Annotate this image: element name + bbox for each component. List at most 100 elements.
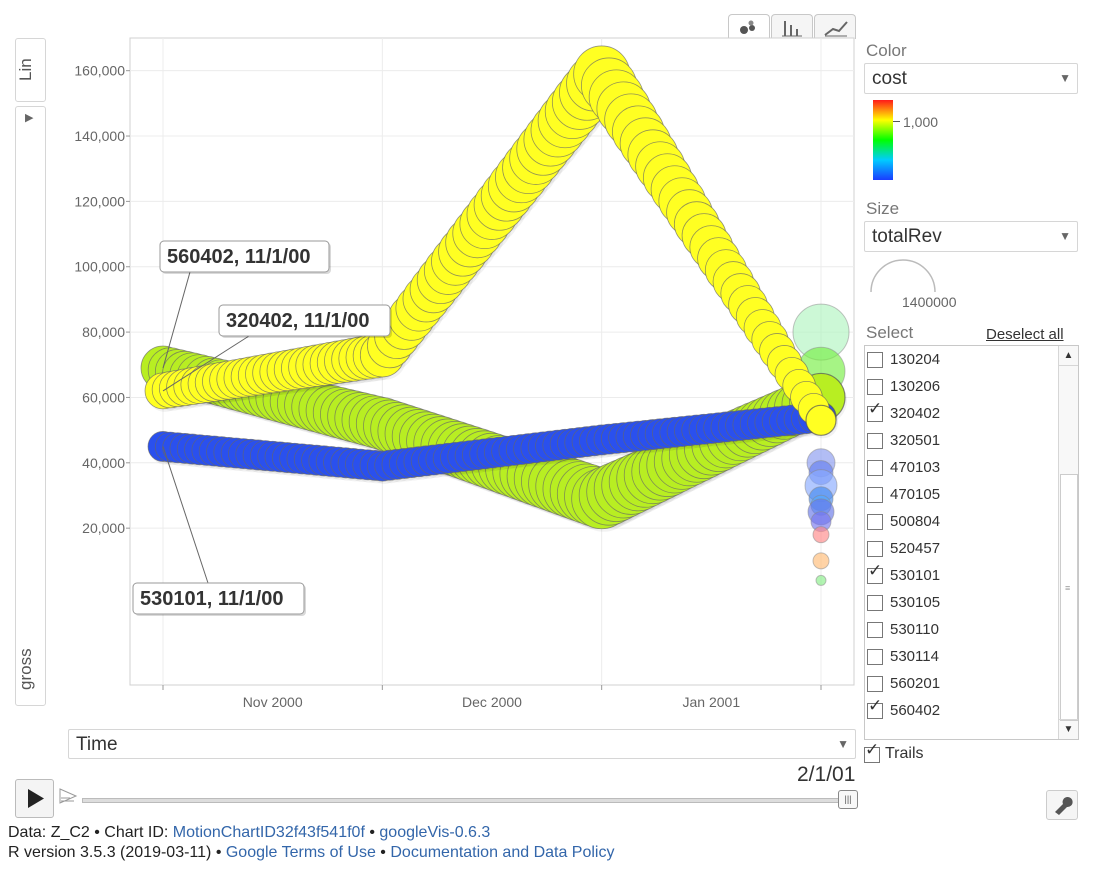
select-item-label: 530114	[890, 648, 939, 665]
select-item-label: 130206	[890, 378, 941, 395]
y-tick-label: 100,000	[74, 259, 125, 275]
size-dropdown[interactable]: totalRev ▼	[864, 221, 1078, 252]
select-item-label: 530105	[890, 594, 941, 611]
color-legend-value: 1,000	[903, 114, 939, 130]
color-dropdown-value: cost	[872, 68, 907, 89]
series-label-box[interactable]	[218, 304, 391, 337]
select-item-label: 530101	[890, 567, 941, 584]
select-item-560402[interactable]: ✓ 560402	[867, 696, 1057, 727]
select-checkbox[interactable]	[867, 514, 883, 530]
footer-separator: •	[364, 824, 380, 841]
select-item-label: 530110	[890, 621, 939, 638]
time-slider-track[interactable]	[82, 798, 854, 803]
y-axis-dropdown-arrow: ▶	[25, 112, 34, 124]
size-label: Size	[866, 199, 900, 218]
select-item-label: 560201	[890, 675, 941, 692]
select-list: 130204 130206 ✓ 320402 320501 470103 470105 500…	[864, 345, 1079, 740]
checkmark-icon: ✓	[868, 561, 883, 580]
select-checkbox[interactable]	[867, 352, 883, 368]
select-item-530101[interactable]: ✓ 530101	[867, 561, 1057, 592]
select-item-130204[interactable]: 130204	[867, 349, 1057, 376]
play-button[interactable]	[15, 779, 54, 818]
bubble-chart: 20,000 40,000 60,000 80,000 100,000 120,000 14…	[74, 37, 855, 710]
select-checkbox[interactable]	[867, 433, 883, 449]
time-slider-thumb[interactable]: |||	[838, 790, 858, 809]
data-policy-link[interactable]: Documentation and Data Policy	[390, 844, 615, 861]
bar-chart-tab[interactable]	[771, 14, 813, 39]
select-checkbox[interactable]	[867, 568, 883, 584]
label-leader-line	[162, 335, 250, 392]
series-label-text: 560402, 11/1/00	[167, 246, 310, 268]
bubble-chart-tab[interactable]	[728, 14, 770, 39]
size-dropdown-value: totalRev	[872, 226, 942, 247]
settings-button[interactable]	[1046, 790, 1078, 820]
trails-checkbox-box[interactable]	[864, 747, 880, 763]
select-checkbox[interactable]	[867, 379, 883, 395]
data-bubble[interactable]	[812, 552, 830, 570]
select-item-560201[interactable]: 560201	[867, 673, 1057, 700]
select-checkbox[interactable]	[867, 676, 883, 692]
scroll-up-icon[interactable]: ▲	[1059, 346, 1078, 366]
line-chart-icon	[824, 21, 848, 37]
select-item-470105[interactable]: 470105	[867, 484, 1057, 511]
y-tick-label: 160,000	[74, 63, 125, 79]
select-checkbox[interactable]	[867, 406, 883, 422]
data-bubble[interactable]	[815, 574, 827, 586]
select-checkbox[interactable]	[867, 622, 883, 638]
series-label-box[interactable]	[132, 582, 305, 615]
select-item-320402[interactable]: ✓ 320402	[867, 399, 1057, 430]
y-tick-label: 80,000	[82, 324, 125, 340]
scroll-down-icon[interactable]: ▼	[1059, 719, 1078, 739]
x-axis-dropdown[interactable]: Time ▼	[68, 729, 856, 759]
select-item-530114[interactable]: 530114	[867, 646, 1057, 673]
select-item-500804[interactable]: 500804	[867, 511, 1057, 538]
scroll-thumb[interactable]: ≡	[1060, 474, 1078, 721]
select-item-530105[interactable]: 530105	[867, 592, 1057, 619]
speed-control[interactable]	[58, 786, 80, 806]
chevron-down-icon: ▼	[1059, 229, 1071, 243]
trails-checkbox[interactable]: ✓ Trails	[864, 740, 964, 764]
footer-data-info: Data: Z_C2 • Chart ID:	[8, 824, 173, 841]
y-tick-label: 20,000	[82, 520, 125, 536]
data-bubble[interactable]	[812, 526, 830, 544]
deselect-all-link[interactable]: Deselect all	[986, 326, 1064, 343]
label-leader-line	[162, 271, 191, 369]
checkmark-icon: ✓	[868, 696, 883, 715]
chevron-down-icon: ▼	[1059, 71, 1071, 85]
select-scrollbar[interactable]: ▲ ≡ ▼	[1058, 346, 1078, 739]
label-leader-line	[162, 446, 209, 584]
select-item-label: 320501	[890, 432, 941, 449]
size-legend-arc	[870, 259, 936, 293]
series-label-box[interactable]	[159, 240, 330, 273]
y-scale-dropdown[interactable]: Lin	[15, 38, 46, 102]
chart-id-link[interactable]: MotionChartID32f43f541f0f	[172, 824, 365, 841]
googlevis-link[interactable]: googleVis-0.6.3	[379, 824, 491, 841]
terms-of-use-link[interactable]: Google Terms of Use	[225, 844, 376, 861]
series-bubble-320402[interactable]	[805, 404, 837, 436]
select-checkbox[interactable]	[867, 649, 883, 665]
line-chart-tab[interactable]	[814, 14, 856, 39]
select-checkbox[interactable]	[867, 595, 883, 611]
select-item-520457[interactable]: 520457	[867, 538, 1057, 565]
y-tick-label: 120,000	[74, 193, 125, 209]
select-item-130206[interactable]: 130206	[867, 376, 1057, 403]
select-item-470103[interactable]: 470103	[867, 457, 1057, 484]
color-dropdown[interactable]: cost ▼	[864, 63, 1078, 94]
y-tick-label: 60,000	[82, 389, 125, 405]
select-checkbox[interactable]	[867, 541, 883, 557]
select-item-label: 320402	[890, 405, 941, 422]
select-item-320501[interactable]: 320501	[867, 430, 1057, 457]
select-item-label: 470103	[890, 459, 941, 476]
select-checkbox[interactable]	[867, 487, 883, 503]
color-gradient-legend	[873, 100, 893, 180]
select-item-label: 500804	[890, 513, 941, 530]
select-item-530110[interactable]: 530110	[867, 619, 1057, 646]
size-legend-value: 1400000	[902, 294, 957, 310]
series-label-text: 530101, 11/1/00	[140, 588, 283, 610]
select-checkbox[interactable]	[867, 460, 883, 476]
select-checkbox[interactable]	[867, 703, 883, 719]
checkmark-icon: ✓	[865, 740, 880, 759]
series-label-text: 320402, 11/1/00	[226, 310, 369, 332]
y-axis-dropdown[interactable]: ▶ gross	[15, 106, 46, 706]
select-item-label: 560402	[890, 702, 941, 719]
